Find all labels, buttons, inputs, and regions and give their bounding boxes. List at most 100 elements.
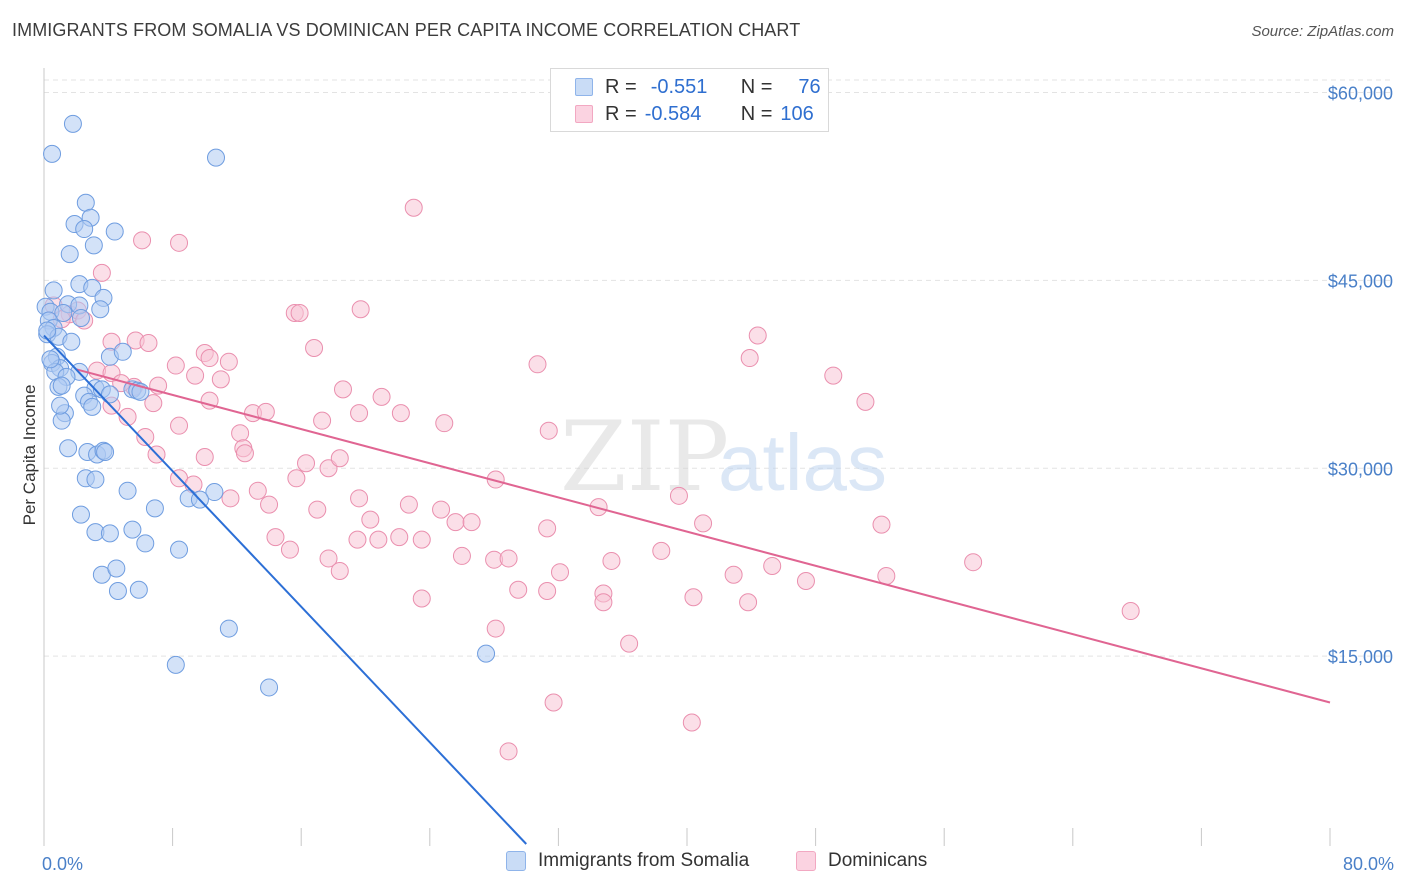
dominican-point [499, 742, 518, 761]
somalia-point [91, 300, 110, 319]
legend-n-value: 76 [798, 75, 821, 98]
somalia-point [52, 376, 71, 395]
y-tick-label: $45,000 [1328, 271, 1393, 291]
dominican-point [92, 263, 111, 282]
somalia-point [71, 505, 90, 524]
somalia-point [105, 222, 124, 241]
dominican-point [290, 303, 309, 322]
somalia-point [170, 540, 189, 559]
dominican-point [139, 334, 158, 353]
somalia-point [84, 236, 103, 255]
dominican-point [486, 619, 505, 638]
somalia-point [113, 342, 132, 361]
trend-lines [43, 334, 1331, 845]
dominican-point [170, 416, 189, 435]
legend-row-somalia: R = -0.551 N = 76 [575, 74, 821, 100]
y-axis-title: Per Capita Income [20, 385, 39, 526]
dominican-point [211, 370, 230, 389]
dominican-point [682, 713, 701, 732]
dominican-point [538, 582, 557, 601]
somalia-point [41, 350, 60, 369]
legend-r-value: -0.551 [650, 75, 708, 98]
dominican-point [248, 481, 267, 500]
dominican-point [350, 404, 369, 423]
watermark: ZIP atlas [560, 401, 887, 513]
somalia-point [118, 481, 137, 500]
somalia-point [51, 396, 70, 415]
somalia-point [62, 332, 81, 351]
somalia-point [260, 678, 279, 697]
dominican-point [856, 392, 875, 411]
dominican-point [313, 411, 332, 430]
y-axis-labels: $15,000 $30,000 $45,000 $60,000 [1328, 84, 1393, 668]
y-tick-label: $60,000 [1328, 84, 1393, 104]
dominican-point [435, 414, 454, 433]
somalia-point [100, 385, 119, 404]
dominican-point [602, 551, 621, 570]
dominican-point [369, 530, 388, 549]
legend-r-label: R = [605, 75, 637, 98]
legend-item-somalia: Immigrants from Somalia [506, 850, 749, 872]
legend-n-value: 106 [780, 102, 814, 125]
dominican-point [877, 566, 896, 585]
dominican-point [538, 519, 557, 538]
series-legend: Immigrants from Somalia Dominicans [0, 850, 1406, 878]
dominican-point [170, 233, 189, 252]
legend-r-label: R = [605, 102, 637, 125]
dominicans-trend-line [75, 368, 1331, 704]
dominican-point [186, 366, 205, 385]
somalia-point [100, 524, 119, 543]
dominican-point [319, 459, 338, 478]
dominican-point [652, 541, 671, 560]
chart-title: IMMIGRANTS FROM SOMALIA VS DOMINICAN PER… [12, 20, 801, 40]
dominican-point [669, 486, 688, 505]
somalia-point [219, 619, 238, 638]
dominican-point [620, 634, 639, 653]
dominican-point [350, 489, 369, 508]
somalia-point [71, 308, 90, 327]
dominican-point [412, 589, 431, 608]
dominicans-points [44, 198, 1140, 761]
legend-swatch-somalia [506, 851, 526, 871]
dominican-point [390, 528, 409, 547]
legend-n-label: N = [740, 75, 773, 98]
somalia-point [75, 220, 94, 239]
dominican-point [694, 514, 713, 533]
somalia-point [44, 281, 63, 300]
dominican-point [136, 427, 155, 446]
y-tick-label: $15,000 [1328, 647, 1393, 667]
dominican-point [724, 565, 743, 584]
legend-r-value: -0.584 [644, 102, 702, 125]
somalia-point [108, 582, 127, 601]
dominican-point [551, 563, 570, 582]
dominican-point [544, 693, 563, 712]
somalia-point [145, 499, 164, 518]
dominican-point [133, 231, 152, 250]
watermark-zip: ZIP [560, 401, 729, 513]
dominican-point [528, 355, 547, 374]
dominican-point [319, 549, 338, 568]
dominican-point [297, 454, 316, 473]
somalia-point [52, 411, 71, 430]
legend-row-dominicans: R = -0.584 N = 106 [575, 101, 814, 127]
somalia-point [477, 644, 496, 663]
dominican-point [796, 571, 815, 590]
dominican-point [266, 528, 285, 547]
somalia-point [43, 144, 62, 163]
somalia-point [129, 580, 148, 599]
dominican-point [372, 387, 391, 406]
dominican-point [748, 326, 767, 345]
somalia-point [205, 483, 224, 502]
dominican-point [305, 339, 324, 358]
dominican-point [964, 553, 983, 572]
dominican-point [348, 530, 367, 549]
somalia-point [83, 397, 102, 416]
somalia-point [86, 470, 105, 489]
somalia-point [136, 534, 155, 553]
dominican-point [308, 500, 327, 519]
somalia-point [83, 278, 102, 297]
legend-label-dominicans: Dominicans [828, 850, 928, 871]
watermark-atlas: atlas [718, 418, 887, 507]
dominican-point [391, 404, 410, 423]
